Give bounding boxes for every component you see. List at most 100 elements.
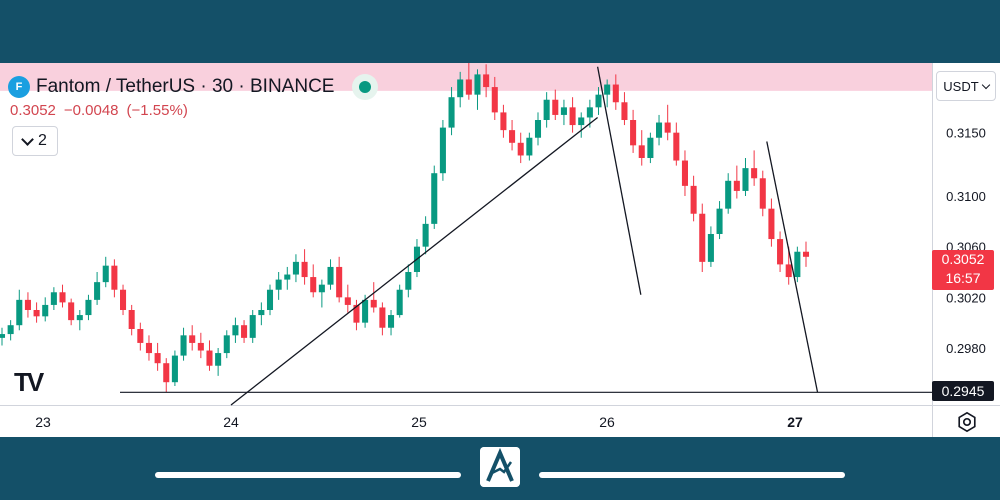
candle-body [785,264,792,278]
candle-body [802,251,810,257]
candle-body [76,315,83,321]
candle-body [145,342,152,354]
candle-body [68,302,75,321]
symbol-header: F Fantom / TetherUS · 30 · BINANCE [8,69,379,105]
candle-body [405,272,412,290]
candle-body [301,261,308,278]
candle-body [647,137,654,158]
price-axis-tick-label: 0.2980 [946,341,986,356]
candle-body [509,130,516,143]
candle-body [344,297,351,305]
price-axis-tick-label: 0.3100 [946,189,986,204]
price-axis-tick-label: 0.3020 [946,290,986,305]
quote-line: 0.3052 −0.0048 (−1.55%) [10,102,188,119]
candle-body [422,223,429,247]
candle-body [197,342,204,351]
brand-badge-icon [480,447,520,487]
bar-countdown: 16:57 [945,270,981,286]
price-axis-tick-label: 0.3150 [946,126,986,141]
candle-body [431,173,438,224]
candle-body [725,180,732,209]
candle-body [465,79,472,95]
candle-body [621,102,628,120]
candle-body [716,208,723,234]
candle-body [638,145,645,158]
indicator-count: 2 [38,132,47,149]
candle-body [707,234,714,262]
trendline [766,141,819,393]
candle-body [206,350,213,366]
candle-body [517,142,524,156]
tradingview-logo-icon[interactable]: TV [14,367,44,397]
candle-body [249,315,256,338]
candle-body [42,304,49,317]
candle-body [318,284,325,293]
candle-body [569,107,576,126]
chart-area[interactable]: 0.3150 0.3100 0.3060 0.3020 0.2980 23 24 25 26 27… [0,63,1000,437]
candle-body [327,266,334,285]
candle-body [379,307,386,328]
indicators-toggle-button[interactable]: 2 [12,126,58,156]
candle-body [673,132,680,161]
candle-body [362,299,369,323]
candle-body [24,299,31,310]
candle-body [733,180,740,191]
time-axis-tick-label: 27 [787,414,803,430]
candle-body [102,265,109,283]
time-axis-tick-label: 23 [35,414,51,430]
candle-body [120,289,127,310]
candle-body [232,325,239,336]
chevron-down-icon [21,132,34,146]
candle-body [439,127,446,174]
candle-body [552,99,559,115]
candle-body [534,120,542,138]
candle-body [578,117,585,126]
decorative-bar-right [539,472,845,478]
support-level-tag: 0.2945 [932,381,994,401]
settings-icon[interactable] [956,411,978,433]
candle-body [59,292,66,303]
candle-body [241,325,248,338]
candle-body [111,265,118,290]
candle-body [457,79,464,98]
candle-body [768,208,775,240]
candle-body [491,87,498,113]
candle-body [223,335,230,354]
trendline [230,116,599,406]
last-price: 0.3052 [10,102,56,119]
trendline [596,66,642,295]
candle-body [266,289,274,310]
candle-body [751,168,758,179]
candle-body [275,279,282,290]
candle-body [690,185,697,214]
candle-body [33,310,40,317]
time-axis-tick-label: 26 [599,414,615,430]
candle-body [85,299,92,316]
candle-body [396,289,403,316]
candle-body [586,107,593,118]
candle-body [0,334,6,338]
candle-body [310,277,317,293]
candle-body [483,74,490,88]
candle-body [664,122,671,133]
candle-body [448,97,455,128]
candle-body [154,353,161,364]
candle-body [656,122,663,138]
candle-body [94,282,101,300]
candle-body [16,299,23,326]
candle-body [699,213,706,262]
candle-body [7,325,14,335]
candle-body [742,168,749,191]
candle-body [171,355,178,383]
candle-body [526,137,533,156]
candle-body [630,120,637,146]
candle-body [388,315,395,328]
candle-body [681,160,688,186]
current-price-value: 0.3052 [941,251,985,267]
decorative-bar-left [155,472,461,478]
candle-body [370,299,377,308]
currency-selector[interactable]: USDT [936,71,996,101]
candle-body [474,74,481,95]
currency-label: USDT [943,78,979,94]
